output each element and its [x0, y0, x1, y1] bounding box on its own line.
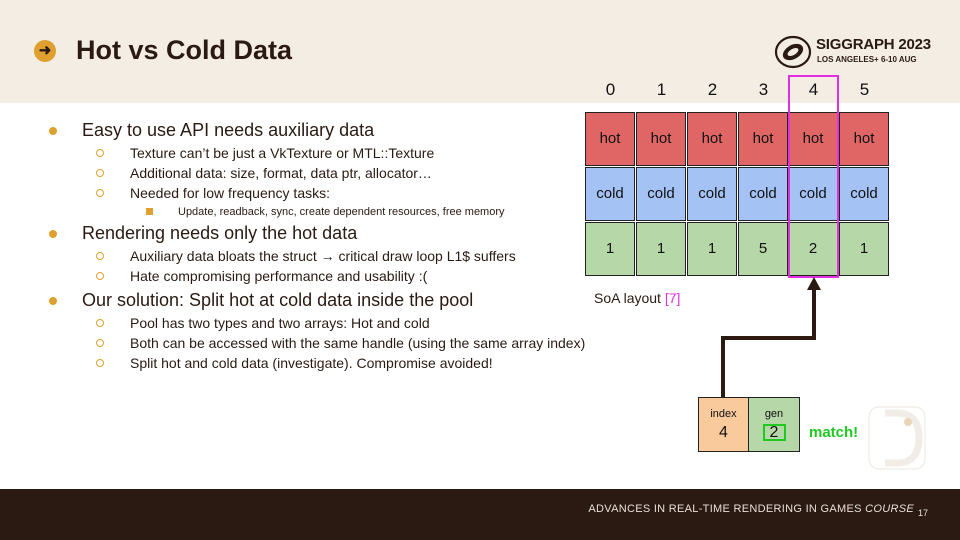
handle-generation: gen 2 — [748, 397, 800, 452]
arrow-right-icon: ➜ — [34, 40, 56, 62]
sub-bullet-item: Needed for low frequency tasks: — [130, 185, 330, 201]
soa-caption: SoA layout [7] — [594, 290, 680, 306]
slide-footer: ADVANCES IN REAL-TIME RENDERING IN GAMES… — [0, 489, 960, 540]
siggraph-emblem-icon — [774, 35, 812, 69]
cold-cell: cold — [636, 167, 686, 221]
highlighted-column — [788, 75, 839, 278]
sub-bullet-icon — [96, 189, 104, 197]
bullet-item: Our solution: Split hot at cold data ins… — [82, 290, 474, 310]
sub-bullet-icon — [96, 272, 104, 280]
generation-cell: 1 — [839, 222, 889, 276]
sub-bullet-item: Both can be accessed with the same handl… — [130, 335, 586, 351]
column-index: 2 — [707, 80, 718, 99]
generation-cell: 1 — [687, 222, 737, 276]
slide-title: Hot vs Cold Data — [76, 35, 293, 65]
sub-bullet-icon — [96, 252, 104, 260]
handle-index-label: index — [710, 408, 737, 420]
sub-bullet-item: Auxiliary data bloats the struct → criti… — [130, 248, 516, 264]
handle-gen-label: gen — [764, 408, 784, 420]
siggraph-logo: SIGGRAPH 2023 LOS ANGELES+ 6-10 AUG — [774, 33, 939, 71]
sub-bullet-icon — [96, 169, 104, 177]
handle-gen-value: 2 — [769, 424, 779, 441]
soa-caption-text: SoA layout — [594, 290, 661, 306]
hot-cell: hot — [738, 112, 788, 166]
arrow-head-icon — [807, 277, 821, 290]
sub-bullet-item: Additional data: size, format, data ptr,… — [130, 165, 432, 181]
page-number: 17 — [918, 508, 929, 518]
column-index: 0 — [605, 80, 616, 99]
sub-sub-bullet-icon — [146, 208, 153, 215]
handle: index 4 gen 2 — [698, 397, 800, 452]
column-index: 4 — [808, 80, 819, 99]
hot-cell: hot — [687, 112, 737, 166]
footer-course-title: ADVANCES IN REAL-TIME RENDERING IN GAMES… — [588, 503, 914, 515]
cold-cell: cold — [585, 167, 635, 221]
cold-cell: cold — [788, 167, 838, 221]
cold-cell: cold — [687, 167, 737, 221]
column-index: 5 — [859, 80, 870, 99]
sub-bullet-item: Pool has two types and two arrays: Hot a… — [130, 315, 430, 331]
hot-cell: hot — [839, 112, 889, 166]
match-label: match! — [809, 424, 859, 441]
logo-name: SIGGRAPH 2023 — [816, 36, 931, 53]
slide-header: ➜ Hot vs Cold Data SIGGRAPH 2023 LOS ANG… — [0, 0, 960, 103]
bullet-item: Easy to use API needs auxiliary data — [82, 120, 375, 140]
sub-sub-bullet-item: Update, readback, sync, create dependent… — [178, 206, 505, 218]
footer-course-word: COURSE — [865, 503, 914, 515]
hot-cell: hot — [788, 112, 838, 166]
generation-cell: 5 — [738, 222, 788, 276]
generation-cell: 1 — [585, 222, 635, 276]
footer-course-name: ADVANCES IN REAL-TIME RENDERING IN GAMES — [588, 503, 862, 515]
sub-bullet-item: Texture can’t be just a VkTexture or MTL… — [130, 145, 435, 161]
cold-cell: cold — [738, 167, 788, 221]
sub-bullet-item: Split hot and cold data (investigate). C… — [130, 355, 493, 371]
sub-bullet-icon — [96, 359, 104, 367]
handle-index: index 4 — [698, 397, 749, 452]
sub-bullet-icon — [96, 319, 104, 327]
sub-bullet-item: Hate compromising performance and usabil… — [130, 268, 428, 284]
generation-cell: 1 — [636, 222, 686, 276]
soa-citation: [7] — [664, 290, 681, 306]
sub-bullet-icon — [96, 339, 104, 347]
cold-cell: cold — [839, 167, 889, 221]
sub-bullet-icon — [96, 149, 104, 157]
bullet-item: Rendering needs only the hot data — [82, 223, 358, 243]
column-index: 1 — [656, 80, 667, 99]
bullet-dot-icon — [49, 230, 57, 238]
hot-cell: hot — [636, 112, 686, 166]
column-index: 3 — [758, 80, 769, 99]
bullet-dot-icon — [49, 297, 57, 305]
hot-cell: hot — [585, 112, 635, 166]
handle-index-value: 4 — [719, 424, 728, 441]
gen-match-box — [763, 424, 786, 441]
bullet-dot-icon — [49, 127, 57, 135]
watermark-icon — [868, 406, 926, 470]
logo-subtitle: LOS ANGELES+ 6-10 AUG — [817, 55, 917, 64]
